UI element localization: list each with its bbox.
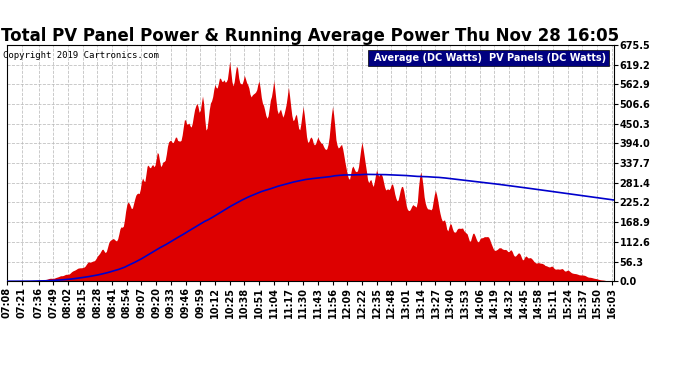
Text: Copyright 2019 Cartronics.com: Copyright 2019 Cartronics.com xyxy=(3,51,159,60)
Legend: Average (DC Watts), PV Panels (DC Watts): Average (DC Watts), PV Panels (DC Watts) xyxy=(368,50,609,66)
Title: Total PV Panel Power & Running Average Power Thu Nov 28 16:05: Total PV Panel Power & Running Average P… xyxy=(1,27,620,45)
